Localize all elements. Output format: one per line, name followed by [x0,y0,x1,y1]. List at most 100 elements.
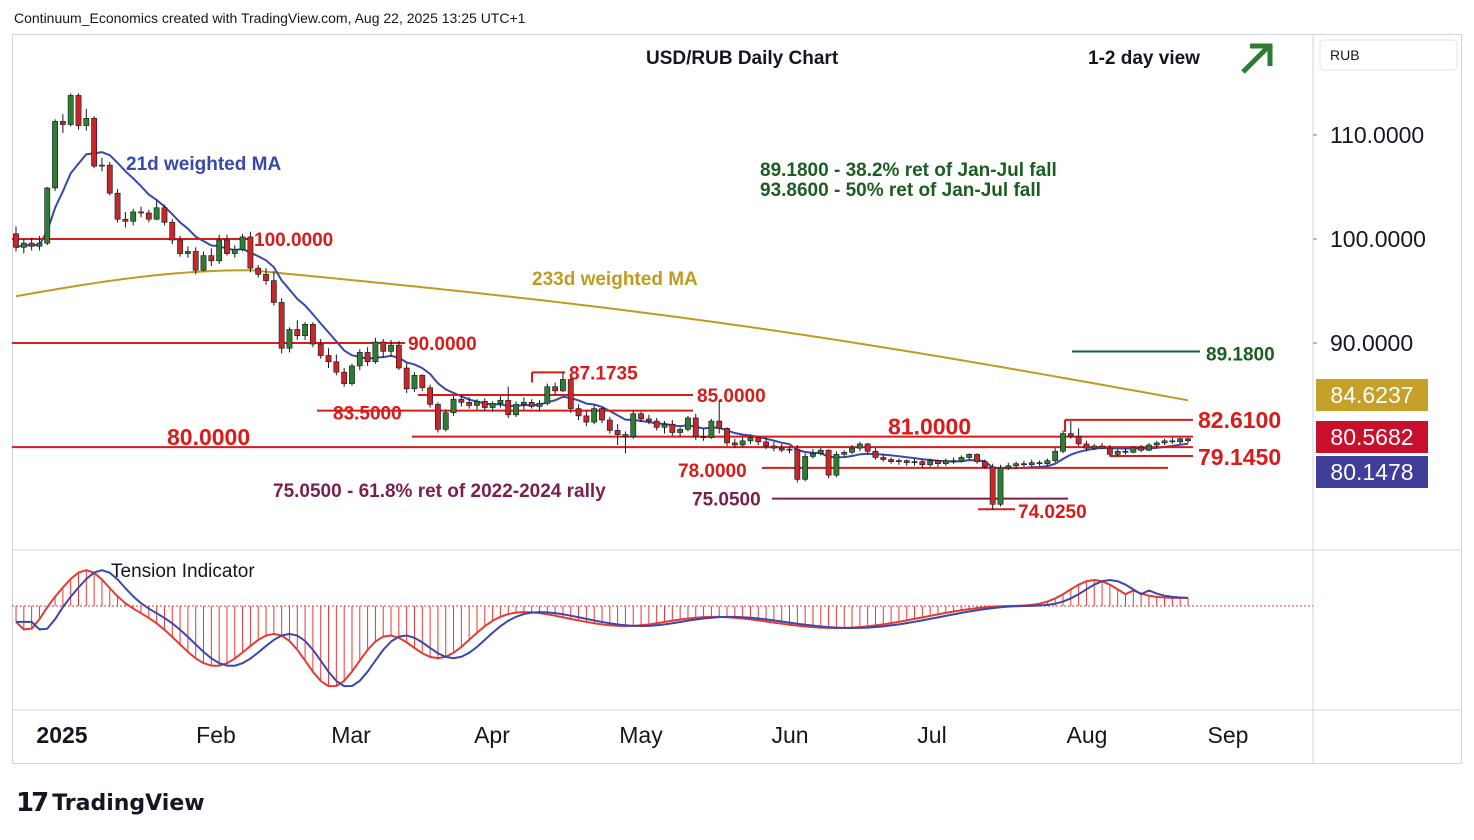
candle-body [239,236,246,250]
candle-body [677,429,684,433]
candle-body [1052,450,1059,461]
candle-body [91,117,98,167]
y-tick-label: 90.0000 [1330,330,1413,356]
tradingview-logo-text: TradingView [52,790,205,816]
candle-body [1013,463,1020,467]
candle-body [395,344,402,369]
candle-body [1028,462,1035,466]
candle-body [896,460,902,462]
candle-body [770,445,777,449]
candle-body [356,352,363,367]
candle-body [224,239,230,254]
candle-body [653,420,660,428]
candle-body [724,428,730,444]
candle-body [1161,440,1168,444]
candle-body [67,95,74,125]
candle-body [317,343,324,356]
candle-body [208,255,215,262]
candle-body [536,403,543,407]
candle-body [872,450,879,458]
candle-body [466,402,473,406]
level-80-label: 80.0000 [167,424,250,450]
candle-body [216,239,223,262]
level-7505-label: 75.0500 [692,490,761,511]
ma233-label: 233d weighted MA [532,269,698,290]
x-tick-label: Aug [1067,722,1108,748]
candle-body [247,236,254,269]
candle-body [388,344,394,352]
candle-body [489,403,496,408]
candle-body [958,457,965,462]
x-tick-label: Jun [771,722,808,748]
price-badge [1316,379,1428,411]
candle-body [1138,446,1145,451]
candle-body [966,454,973,458]
candle-body [114,192,121,220]
level-100-label: 100.0000 [254,230,333,251]
fib-618-annotation: 75.0500 - 61.8% ret of 2022-2024 rally [273,481,606,502]
candle-body [817,449,824,454]
x-tick-label: Sep [1208,722,1249,748]
candle-body [1083,443,1090,449]
candle-body [755,437,762,443]
candle-body [263,274,269,281]
candle-body [575,408,582,417]
candle-body [856,443,863,449]
candle-body [935,460,941,465]
candle-body [1153,442,1160,446]
candle-body [442,412,449,430]
candle-body [130,211,137,222]
candle-body [200,255,207,271]
x-tick-label: Feb [196,722,236,748]
candle-body [106,164,113,194]
candle-body [1106,447,1113,455]
candle-body [310,323,316,345]
candle-body [942,460,949,465]
candle-body [153,207,160,220]
candle-body [83,117,90,126]
candle-body [630,413,637,437]
candle-body [458,398,465,403]
candle-body [903,460,910,463]
candle-body [403,367,410,390]
up-arrow-icon [1241,45,1270,74]
candle-body [544,386,551,404]
candle-body [192,251,199,271]
candle-body [75,95,82,126]
x-tick-label: May [619,722,663,748]
tradingview-logo[interactable]: 17 TradingView [16,788,205,818]
candle-body [622,434,629,437]
price-badge [1316,421,1428,453]
level-78-label: 78.0000 [678,461,747,482]
candle-body [349,365,355,384]
candle-body [255,267,262,275]
candle-body [888,459,894,462]
level-740-label: 74.0250 [1018,502,1087,523]
candle-body [294,329,301,337]
candle-body [1036,462,1043,465]
candle-body [138,211,144,214]
chart-header-text: Continuum_Economics created with Trading… [14,10,526,26]
candle-body [1169,440,1176,443]
candle-body [1060,433,1066,452]
candle-body [950,460,957,462]
x-tick-label: Jul [917,722,946,748]
level-85-label: 85.0000 [697,386,766,407]
candle-body [44,187,51,244]
candle-body [731,442,738,446]
candle-body [99,164,105,167]
candle-body [700,436,707,439]
level-81-label: 81.0000 [888,414,971,440]
candle-body [231,249,238,254]
candle-body [802,456,809,480]
x-tick-label: 2025 [36,722,87,748]
candle-body [13,233,19,248]
candle-body [583,415,590,423]
candle-body [599,408,605,421]
candle-body [364,352,371,363]
candle-body [419,374,426,389]
candle-body [989,466,996,505]
candle-body [591,408,598,423]
candle-body [497,399,504,404]
